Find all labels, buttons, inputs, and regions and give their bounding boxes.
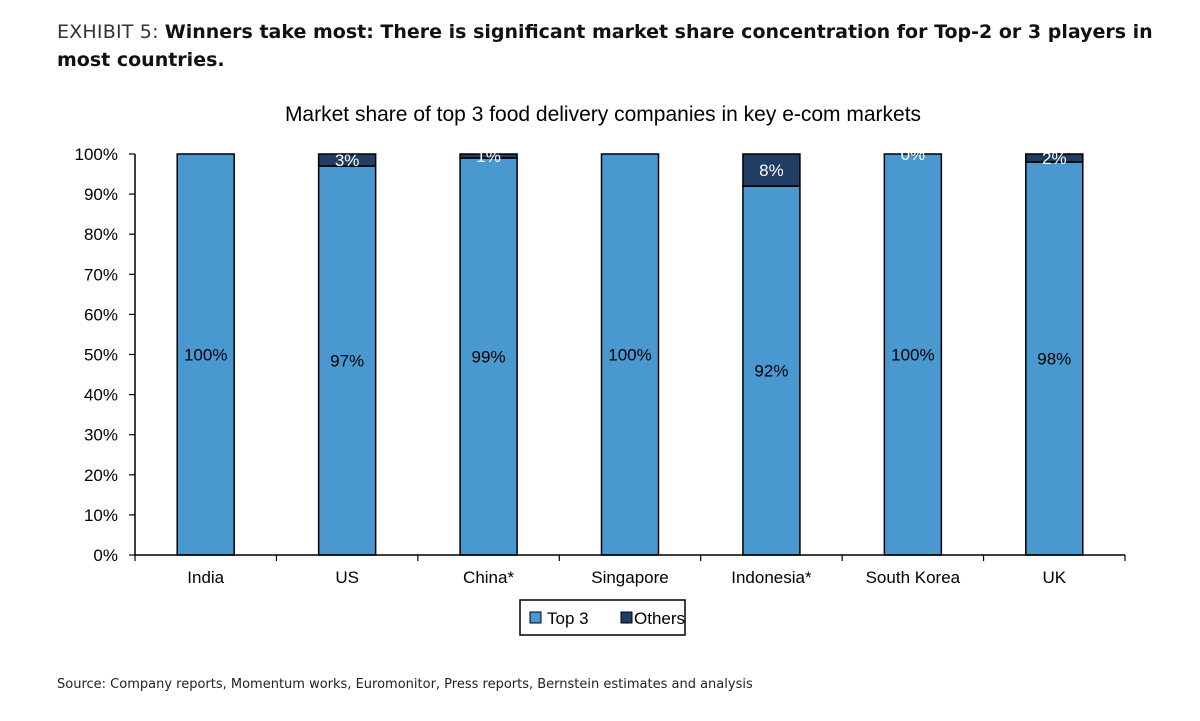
y-tick-label: 90% bbox=[84, 185, 118, 204]
data-label-top3: 100% bbox=[891, 346, 934, 365]
y-tick-label: 10% bbox=[84, 506, 118, 525]
y-tick-label: 70% bbox=[84, 265, 118, 284]
legend-top3-swatch bbox=[529, 611, 542, 624]
bar-top3 bbox=[317, 165, 377, 556]
x-tick-label: Indonesia* bbox=[731, 568, 812, 587]
x-tick-label: Singapore bbox=[591, 568, 669, 587]
legend-top3-label: Top 3 bbox=[547, 609, 589, 628]
data-label-others: 0% bbox=[901, 145, 926, 164]
exhibit-headline: Winners take most: There is significant … bbox=[57, 21, 1153, 71]
y-tick-label: 40% bbox=[84, 386, 118, 405]
bar-top3 bbox=[742, 185, 801, 556]
data-label-others: 8% bbox=[759, 161, 784, 180]
bar-others bbox=[317, 153, 377, 167]
legend-others-label: Others bbox=[634, 609, 685, 628]
data-label-others: 1% bbox=[476, 147, 501, 166]
y-tick-label: 30% bbox=[84, 426, 118, 445]
source-note: Source: Company reports, Momentum works,… bbox=[57, 677, 753, 692]
legend: Top 3 Others bbox=[519, 599, 686, 636]
data-label-top3: 99% bbox=[472, 348, 506, 367]
x-tick-label: UK bbox=[1042, 568, 1066, 587]
x-axis: India US China* Singapore Indonesia* South Ko… bbox=[134, 554, 1126, 587]
exhibit-caption: EXHIBIT 5: Winners take most: There is s… bbox=[57, 18, 1157, 74]
data-label-top3: 100% bbox=[184, 346, 227, 365]
exhibit-prefix: EXHIBIT 5: bbox=[57, 21, 159, 43]
x-tick-label: China* bbox=[463, 568, 514, 587]
y-tick-label: 50% bbox=[84, 346, 118, 365]
x-tick-label: South Korea bbox=[866, 568, 961, 587]
y-tick-label: 20% bbox=[84, 466, 118, 485]
legend-others-swatch bbox=[620, 611, 633, 624]
bar-top3 bbox=[883, 153, 943, 556]
data-label-top3: 98% bbox=[1037, 350, 1071, 369]
data-label-others: 3% bbox=[335, 151, 360, 170]
bar-top3 bbox=[459, 157, 518, 556]
x-tick-label: US bbox=[335, 568, 359, 587]
bars: 100% 97% 3% 99% 1% 100% 92% 8% 100% 0% 98% 2% bbox=[176, 145, 1084, 556]
y-axis: 0% 10% 20% 30% 40% 50% 60% 70% 80% 90% 100% bbox=[75, 145, 136, 565]
y-tick-label: 100% bbox=[75, 145, 118, 164]
bar-others bbox=[1025, 153, 1084, 163]
data-label-top3: 97% bbox=[330, 352, 364, 371]
data-label-others: 2% bbox=[1042, 149, 1067, 168]
bar-others bbox=[742, 153, 801, 187]
data-label-top3: 92% bbox=[754, 362, 788, 381]
bar-others bbox=[459, 153, 518, 159]
chart-title: Market share of top 3 food delivery comp… bbox=[285, 103, 921, 126]
y-tick-label: 80% bbox=[84, 225, 118, 244]
y-tick-label: 60% bbox=[84, 305, 118, 324]
data-label-top3: 100% bbox=[608, 346, 651, 365]
x-tick-label: India bbox=[187, 568, 224, 587]
legend-box bbox=[519, 599, 686, 636]
y-tick-label: 0% bbox=[93, 546, 118, 565]
bar-top3 bbox=[176, 153, 235, 556]
